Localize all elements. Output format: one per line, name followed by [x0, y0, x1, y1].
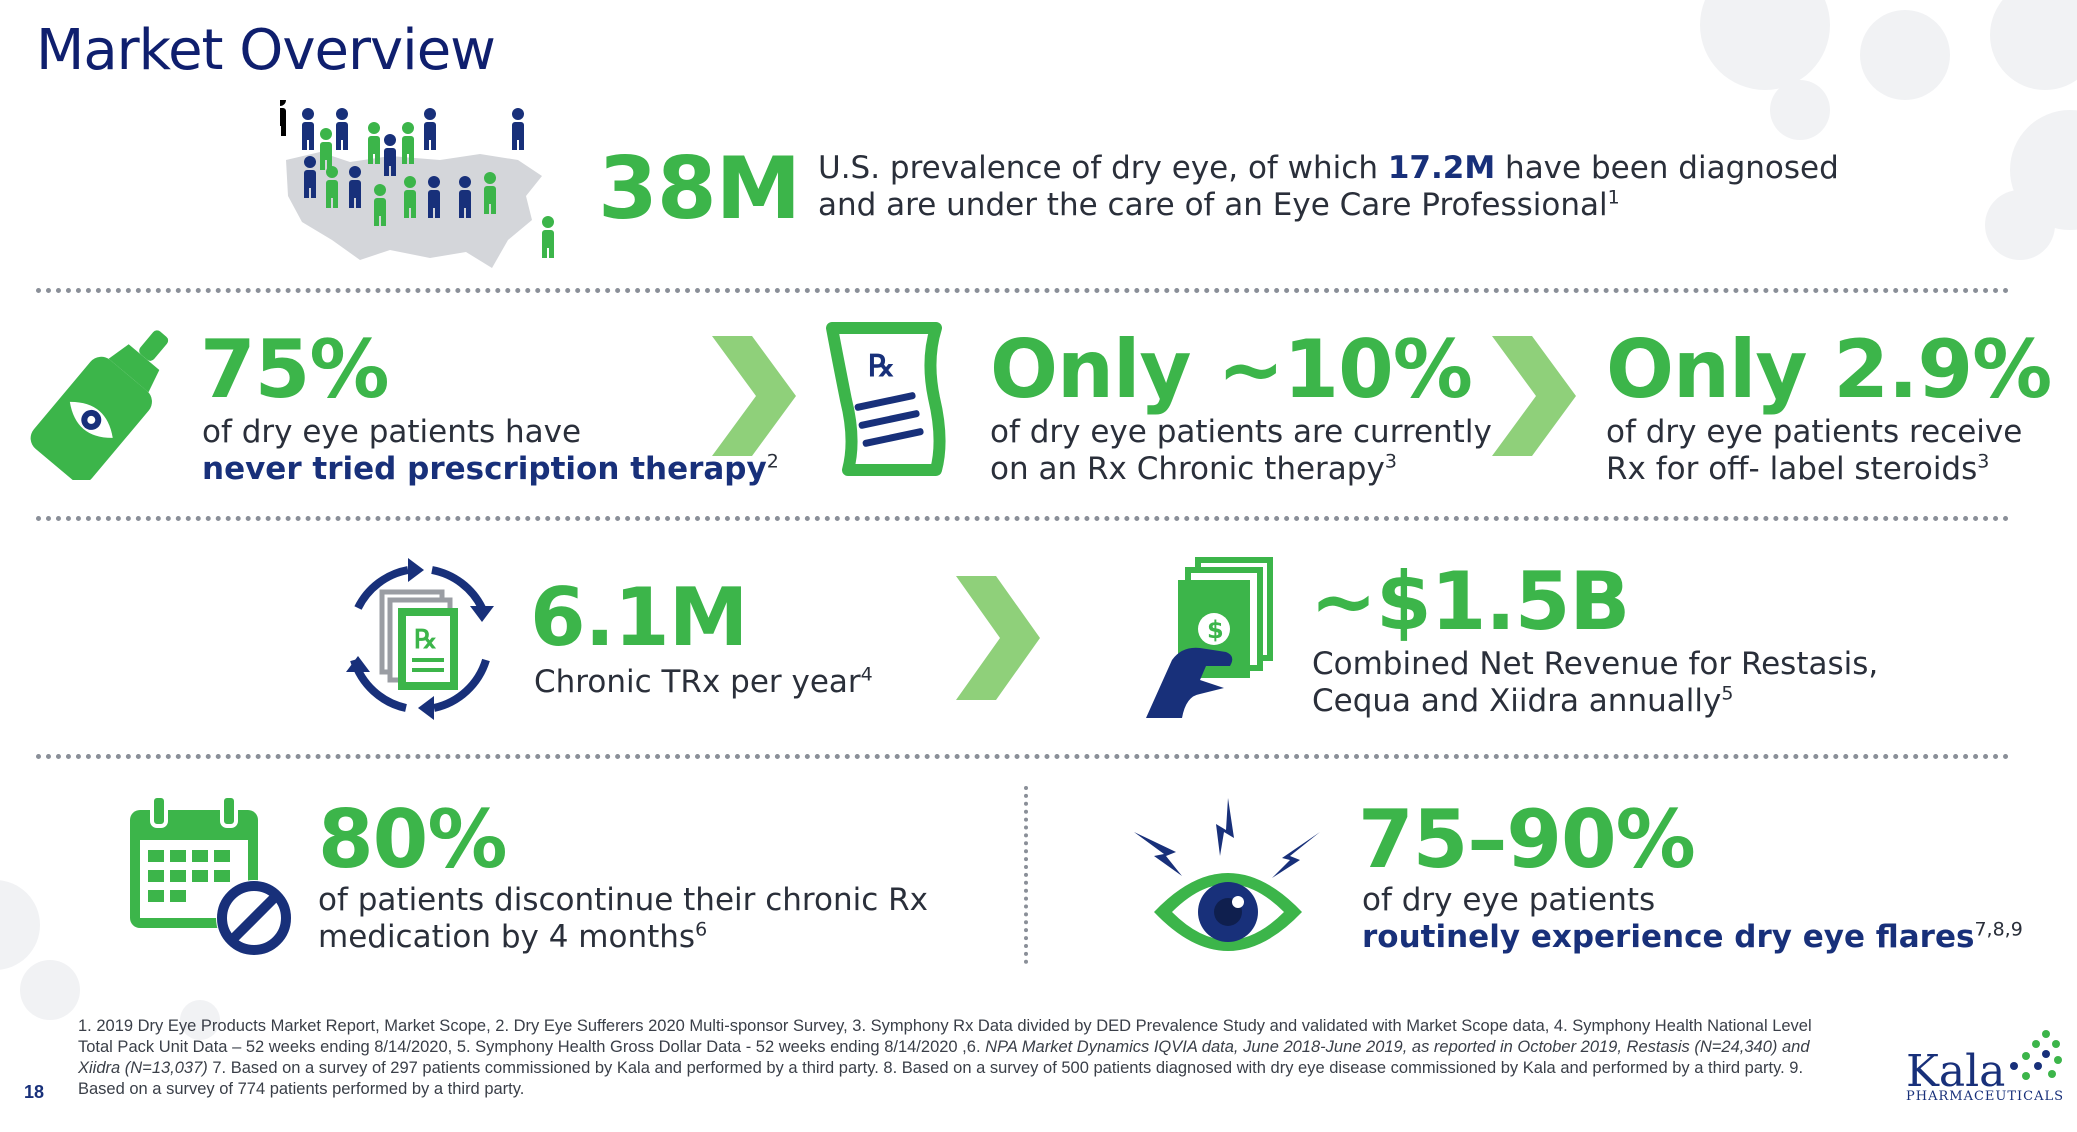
page-number: 18	[24, 1082, 45, 1102]
stat-trx: 6.1M	[530, 571, 748, 664]
rx-glyph: ℞	[414, 625, 437, 655]
decor-bubble	[1770, 80, 1830, 140]
footnote-ref: 4	[860, 663, 873, 686]
chevron-right-icon	[712, 336, 796, 461]
prevalence-line2: and are under the care of an Eye Care Pr…	[818, 187, 1608, 223]
decor-bubble	[0, 880, 40, 970]
vertical-divider	[1024, 786, 1028, 964]
decor-bubble	[1700, 0, 1830, 90]
stat-prevalence: 38M	[598, 139, 801, 239]
chronic-line1: of dry eye patients are currently	[990, 414, 1492, 450]
flares-description: of dry eye patients routinely experience…	[1362, 882, 2023, 956]
footnote-ref: 1	[1607, 186, 1620, 209]
stat-flares: 75–90%	[1358, 793, 1696, 886]
decor-bubble	[1990, 0, 2077, 90]
discontinue-line1: of patients discontinue their chronic Rx	[318, 882, 928, 918]
footnotes: 1. 2019 Dry Eye Products Market Report, …	[78, 1016, 1848, 1100]
stat-never-tried: 75%	[200, 323, 389, 416]
divider	[36, 754, 2010, 759]
footnote-ref: 7,8,9	[1974, 918, 2023, 941]
decor-bubble	[1860, 10, 1950, 100]
footnote-ref: 3	[1977, 450, 1990, 473]
rx-glyph: ℞	[868, 349, 895, 384]
page-title: Market Overview	[36, 18, 496, 83]
never-tried-description: of dry eye patients have never tried pre…	[202, 414, 779, 488]
prevalence-line1-post: have been diagnosed	[1495, 150, 1839, 186]
chevron-right-icon	[956, 576, 1040, 705]
stat-steroids: Only 2.9%	[1606, 323, 2052, 416]
hand-holding-money-icon: $	[1140, 548, 1280, 720]
trx-line1: Chronic TRx per year	[534, 664, 861, 700]
revenue-description: Combined Net Revenue for Restasis, Cequa…	[1312, 646, 1878, 720]
company-logo: Kala	[1906, 1046, 2006, 1097]
decor-bubble	[180, 1000, 220, 1040]
recurring-prescription-icon: ℞	[328, 548, 512, 730]
prevalence-line1-pre: U.S. prevalence of dry eye, of which	[818, 150, 1388, 186]
never-tried-highlight: never tried prescription therapy	[202, 451, 767, 487]
footnotes-part1: 1. 2019 Dry Eye Products Market Report, …	[78, 1017, 1812, 1056]
decor-bubble	[20, 960, 80, 1020]
irritated-eye-icon	[1132, 794, 1322, 954]
prescription-paper-icon: ℞	[818, 320, 958, 480]
chronic-line2: on an Rx Chronic therapy	[990, 451, 1385, 487]
steroids-line2: Rx for off- label steroids	[1606, 451, 1978, 487]
prevalence-description: U.S. prevalence of dry eye, of which 17.…	[818, 150, 1839, 224]
company-logo-subtitle: PHARMACEUTICALS	[1906, 1089, 2065, 1104]
chronic-description: of dry eye patients are currently on an …	[990, 414, 1492, 488]
flares-line1: of dry eye patients	[1362, 882, 1656, 918]
logo-dots-icon	[2008, 1028, 2064, 1084]
stat-revenue: ~$1.5B	[1310, 555, 1630, 648]
steroids-description: of dry eye patients receive Rx for off- …	[1606, 414, 2022, 488]
footnotes-part2: 7. Based on a survey of 297 patients com…	[78, 1059, 1804, 1098]
stat-discontinue: 80%	[318, 793, 507, 886]
decor-bubble	[1985, 190, 2055, 260]
diagnosed-count: 17.2M	[1387, 150, 1496, 186]
discontinue-line2: medication by 4 months	[318, 919, 696, 955]
footnote-ref: 3	[1384, 450, 1397, 473]
divider	[36, 516, 2010, 521]
divider	[36, 288, 2010, 293]
stat-chronic: Only ~10%	[990, 323, 1473, 416]
footnote-ref: 5	[1721, 682, 1734, 705]
calendar-cancel-icon	[124, 792, 300, 962]
footnotes-italic: NPA Market Dynamics IQVIA data, June 201…	[78, 1038, 1810, 1077]
flares-highlight: routinely experience dry eye flares	[1362, 919, 1975, 955]
discontinue-description: of patients discontinue their chronic Rx…	[318, 882, 928, 956]
dollar-glyph: $	[1207, 616, 1224, 644]
trx-description: Chronic TRx per year4	[534, 664, 873, 701]
steroids-line1: of dry eye patients receive	[1606, 414, 2023, 450]
chevron-right-icon	[1492, 336, 1576, 461]
never-tried-line1: of dry eye patients have	[202, 414, 582, 450]
us-map-people-icon	[274, 94, 570, 275]
footnote-ref: 2	[766, 450, 779, 473]
revenue-line1: Combined Net Revenue for Restasis,	[1312, 646, 1879, 682]
revenue-line2: Cequa and Xiidra annually	[1312, 683, 1722, 719]
eye-drop-bottle-icon	[28, 320, 188, 484]
footnote-ref: 6	[695, 918, 708, 941]
